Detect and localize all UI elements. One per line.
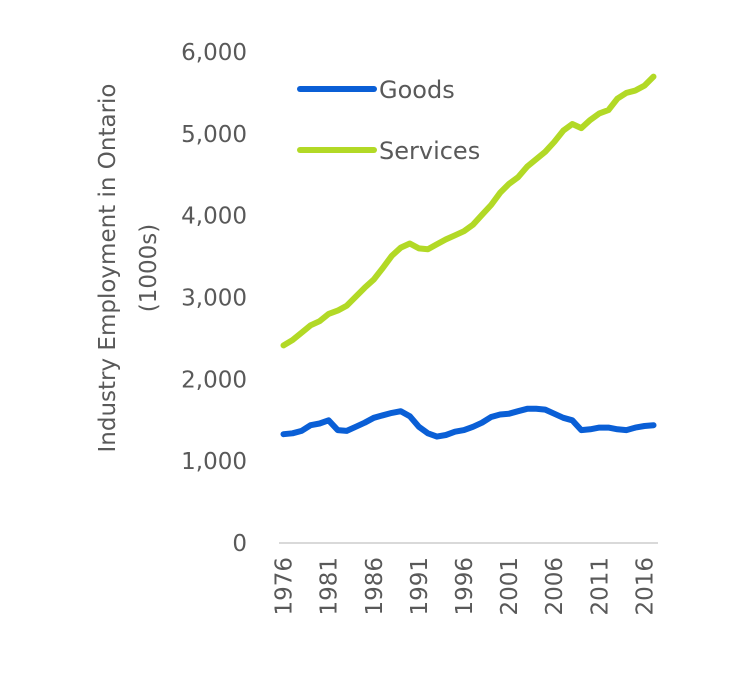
y-tick-label: 0 xyxy=(232,531,247,557)
x-tick-label: 2011 xyxy=(587,557,613,616)
y-axis-title: Industry Employment in Ontario (1000s) xyxy=(95,84,162,453)
x-tick-label: 1976 xyxy=(272,557,298,616)
series-lines xyxy=(280,73,657,440)
y-tick-label: 5,000 xyxy=(181,122,247,148)
series-line-services xyxy=(280,73,657,349)
legend-label-services: Services xyxy=(379,137,480,165)
x-tick-label: 1986 xyxy=(362,557,388,616)
x-tick-label: 2001 xyxy=(497,557,523,616)
x-tick-label: 1981 xyxy=(317,557,343,616)
y-axis-title-line-2: (1000s) xyxy=(136,224,162,312)
x-tick-label: 1991 xyxy=(407,557,433,616)
x-axis-tick-labels: 1976 1981 1986 1991 1996 2001 2006 2011 2016 xyxy=(272,557,659,616)
x-tick-label: 2016 xyxy=(632,557,658,616)
y-tick-label: 6,000 xyxy=(181,40,247,66)
y-tick-label: 3,000 xyxy=(181,286,247,312)
legend-label-goods: Goods xyxy=(379,76,455,104)
y-tick-label: 1,000 xyxy=(181,449,247,475)
x-tick-label: 2006 xyxy=(542,557,568,616)
y-axis-title-line-1: Industry Employment in Ontario xyxy=(95,84,121,453)
y-axis-tick-labels: 0 1,000 2,000 3,000 4,000 5,000 6,000 xyxy=(181,40,247,557)
y-tick-label: 4,000 xyxy=(181,204,247,230)
legend: Goods Services xyxy=(297,76,480,165)
y-tick-label: 2,000 xyxy=(181,367,247,393)
series-line-goods xyxy=(280,405,657,440)
x-tick-label: 1996 xyxy=(452,557,478,616)
